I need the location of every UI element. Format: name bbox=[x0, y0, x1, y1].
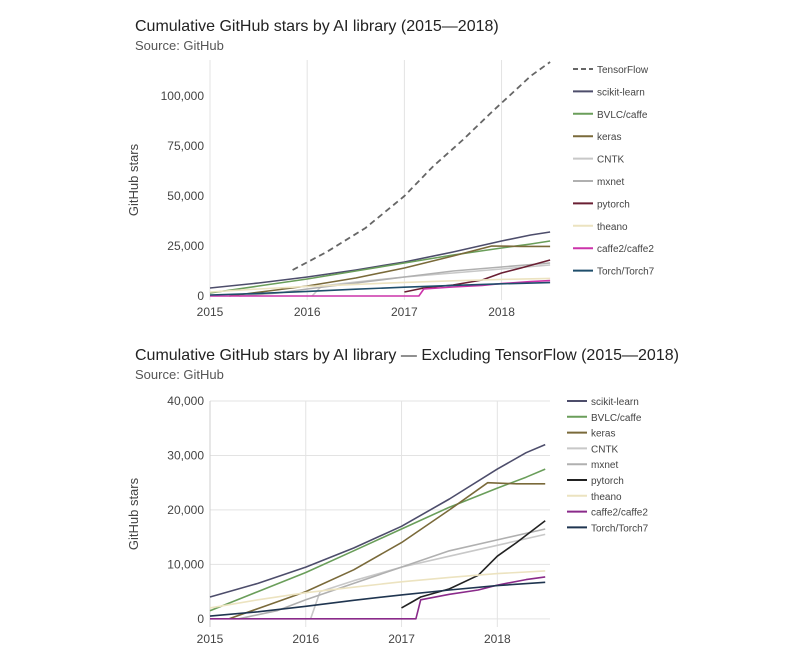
series-line bbox=[292, 61, 551, 271]
chart-subtitle: Source: GitHub bbox=[135, 367, 224, 382]
legend-label: pytorch bbox=[597, 199, 630, 210]
y-tick-label: 100,000 bbox=[161, 89, 205, 103]
y-tick-label: 30,000 bbox=[167, 448, 204, 462]
y-tick-label: 0 bbox=[197, 612, 204, 626]
series-line bbox=[401, 520, 546, 609]
legend-label: pytorch bbox=[591, 476, 624, 487]
chart-title: Cumulative GitHub stars by AI library — … bbox=[135, 347, 679, 364]
y-tick-label: 0 bbox=[197, 289, 204, 303]
x-tick-label: 2015 bbox=[197, 305, 224, 319]
y-axis-label: GitHub stars bbox=[126, 477, 141, 550]
legend-label: BVLC/caffe bbox=[591, 413, 642, 424]
legend-label: keras bbox=[597, 132, 621, 143]
y-tick-label: 20,000 bbox=[167, 503, 204, 517]
x-tick-label: 2017 bbox=[391, 305, 418, 319]
legend-label: Torch/Torch7 bbox=[591, 523, 649, 534]
series-line bbox=[209, 231, 551, 289]
legend-label: caffe2/caffe2 bbox=[597, 244, 654, 255]
legend-label: TensorFlow bbox=[597, 65, 649, 76]
series-line bbox=[209, 468, 546, 612]
chart-plot-area: 0 10,000 20,000 30,000 40,000 2015 2016 2017 201… bbox=[126, 394, 649, 646]
chart-subtitle: Source: GitHub bbox=[135, 38, 224, 53]
y-tick-label: 75,000 bbox=[167, 139, 204, 153]
series-line bbox=[209, 581, 546, 617]
chart-top: Cumulative GitHub stars by AI library (2… bbox=[126, 18, 655, 319]
legend-label: scikit-learn bbox=[591, 397, 639, 408]
series-line bbox=[404, 259, 551, 293]
legend-label: CNTK bbox=[597, 155, 625, 166]
series-line bbox=[209, 281, 551, 296]
legend-label: mxnet bbox=[597, 177, 624, 188]
y-tick-label: 50,000 bbox=[167, 189, 204, 203]
chart-title: Cumulative GitHub stars by AI library (2… bbox=[135, 18, 499, 35]
x-tick-label: 2018 bbox=[488, 305, 515, 319]
series-line bbox=[209, 277, 551, 293]
x-tick-label: 2015 bbox=[197, 632, 224, 646]
legend-label: keras bbox=[591, 429, 615, 440]
series-line bbox=[209, 240, 551, 294]
chart-bottom: Cumulative GitHub stars by AI library — … bbox=[0, 330, 810, 659]
legend-label: CNTK bbox=[591, 444, 619, 455]
x-tick-label: 2017 bbox=[388, 632, 415, 646]
legend-label: theano bbox=[597, 222, 628, 233]
y-tick-label: 40,000 bbox=[167, 394, 204, 408]
legend-label: theano bbox=[591, 492, 622, 503]
x-tick-label: 2016 bbox=[292, 632, 319, 646]
legend-label: caffe2/caffe2 bbox=[591, 508, 648, 519]
legend-label: BVLC/caffe bbox=[597, 110, 648, 121]
series-line bbox=[228, 481, 546, 620]
legend-label: scikit-learn bbox=[597, 87, 645, 98]
series-line bbox=[210, 576, 546, 620]
y-tick-label: 10,000 bbox=[167, 557, 204, 571]
legend-label: Torch/Torch7 bbox=[597, 267, 655, 278]
series-line bbox=[210, 279, 551, 297]
y-tick-label: 25,000 bbox=[167, 239, 204, 253]
x-tick-label: 2018 bbox=[484, 632, 511, 646]
chart-plot-area: 0 25,000 50,000 75,000 100,000 2015 2016 2017 20… bbox=[126, 60, 655, 319]
x-tick-label: 2016 bbox=[294, 305, 321, 319]
series-line bbox=[209, 443, 546, 598]
series-line bbox=[229, 245, 551, 297]
legend-label: mxnet bbox=[591, 460, 618, 471]
series-line bbox=[209, 570, 546, 609]
y-axis-label: GitHub stars bbox=[126, 143, 141, 216]
